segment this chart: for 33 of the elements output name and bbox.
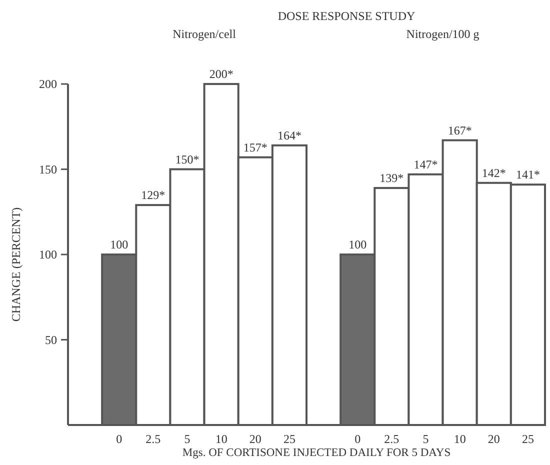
x-tick-label: 2.5 <box>384 432 400 446</box>
data-label: 157* <box>243 140 268 154</box>
data-label: 164* <box>277 128 302 142</box>
x-tick-label: 25 <box>522 432 534 446</box>
chart-title: DOSE RESPONSE STUDY <box>278 9 416 23</box>
x-tick-label: 0 <box>354 432 361 446</box>
y-tick-label: 200 <box>39 77 57 92</box>
x-tick-label: 10 <box>454 432 466 446</box>
x-tick-label: 10 <box>215 432 228 446</box>
x-tick-label: 20 <box>488 432 500 446</box>
text: Nitrogen/cell <box>172 27 237 41</box>
data-label: 100 <box>348 238 367 252</box>
data-label: 200* <box>209 67 234 81</box>
data-label: 167* <box>448 123 472 138</box>
x-tick-label: 2.5 <box>146 432 161 446</box>
x-tick-label: 0 <box>116 432 122 446</box>
y-tick-label: 150 <box>39 162 57 176</box>
y-tick-label: 100 <box>39 248 57 262</box>
x-tick-label: 20 <box>249 432 262 446</box>
x-axis-title: Mgs. OF CORTISONE INJECTED DAILY FOR 5 DAYS <box>182 447 451 459</box>
data-label: 141* <box>516 168 540 182</box>
x-tick-label: 5 <box>184 432 190 446</box>
data-label: 139* <box>380 171 404 186</box>
y-axis-title: CHANGE (PERCENT) <box>9 207 23 322</box>
data-label: 129* <box>141 188 166 202</box>
data-label: 100 <box>110 238 128 252</box>
x-tick-label: 5 <box>422 432 429 446</box>
y-tick-label: 50 <box>45 332 57 347</box>
data-label: 147* <box>414 157 438 172</box>
x-tick-label: 25 <box>283 432 296 446</box>
text: Nitrogen/100 g <box>406 27 480 41</box>
data-label: 150* <box>175 152 200 166</box>
data-label: 142* <box>482 166 506 180</box>
